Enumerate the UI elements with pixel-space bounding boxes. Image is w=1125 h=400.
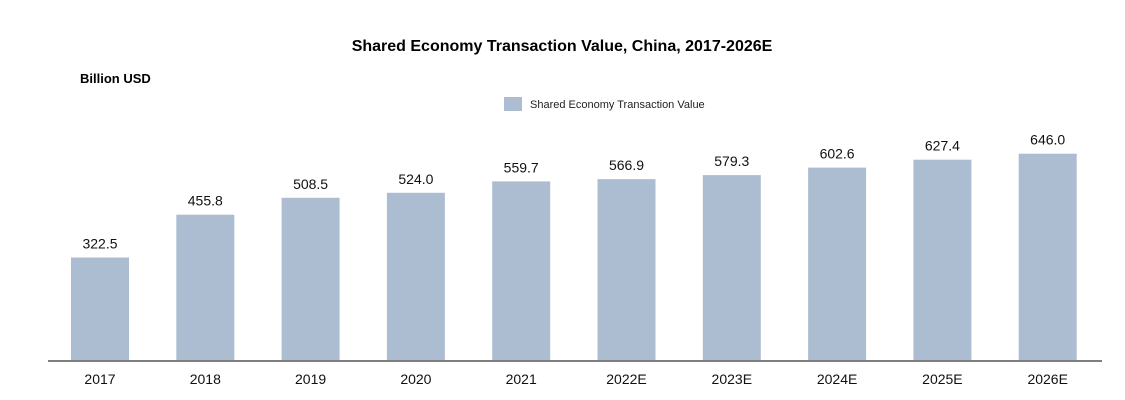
- legend: Shared Economy Transaction Value: [504, 97, 705, 111]
- bar-2026E: [1018, 153, 1077, 361]
- value-label-2018: 455.8: [188, 193, 223, 209]
- unit-label: Billion USD: [80, 71, 151, 86]
- tick-labels-layer: 2017 2018 2019 2020 2021 2022E 2023E 2024E 2025E…: [84, 371, 1068, 387]
- x-tick-label-2017: 2017: [84, 371, 115, 387]
- x-tick-label-2026E: 2026E: [1027, 371, 1067, 387]
- x-tick-label-2020: 2020: [400, 371, 431, 387]
- bar-2019: [281, 197, 340, 361]
- value-label-2023E: 579.3: [714, 153, 749, 169]
- bar-2022E: [597, 179, 656, 361]
- x-tick-label-2023E: 2023E: [712, 371, 752, 387]
- bar-2025E: [913, 159, 972, 361]
- bar-2020: [386, 192, 445, 361]
- value-label-2021: 559.7: [504, 159, 539, 175]
- value-label-2017: 322.5: [82, 236, 117, 252]
- legend-label: Shared Economy Transaction Value: [530, 99, 705, 111]
- x-tick-label-2022E: 2022E: [606, 371, 646, 387]
- value-label-2025E: 627.4: [925, 138, 960, 154]
- x-tick-label-2019: 2019: [295, 371, 326, 387]
- bar-2017: [71, 257, 129, 361]
- x-tick-label-2018: 2018: [190, 371, 221, 387]
- x-tick-label-2025E: 2025E: [922, 371, 962, 387]
- value-label-2020: 524.0: [398, 171, 433, 187]
- value-label-2024E: 602.6: [820, 146, 855, 162]
- chart-title: Shared Economy Transaction Value, China,…: [352, 38, 773, 55]
- bar-2024E: [808, 167, 867, 361]
- bar-2021: [492, 181, 551, 361]
- value-labels-layer: 322.5 455.8 508.5 524.0 559.7 566.9 579.3 602.6…: [82, 132, 1065, 252]
- legend-swatch: [504, 97, 522, 111]
- value-label-2022E: 566.9: [609, 157, 644, 173]
- bar-2023E: [702, 175, 761, 361]
- x-tick-label-2021: 2021: [506, 371, 537, 387]
- bars-layer: [71, 153, 1077, 361]
- x-tick-label-2024E: 2024E: [817, 371, 857, 387]
- value-label-2026E: 646.0: [1030, 132, 1065, 148]
- bar-2018: [176, 214, 235, 361]
- value-label-2019: 508.5: [293, 176, 328, 192]
